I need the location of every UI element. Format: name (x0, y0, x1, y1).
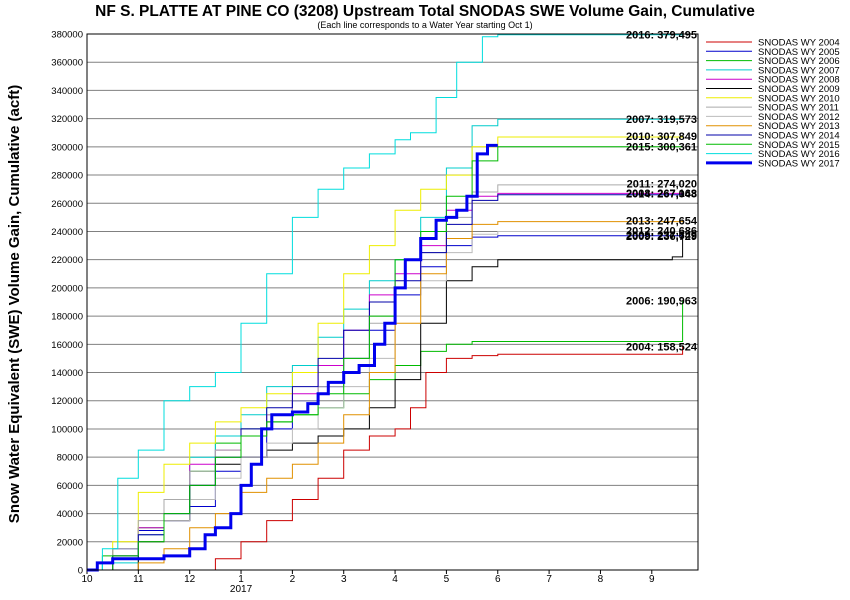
series-end-label: 2010: 307,849 (626, 131, 697, 143)
series-end-label: 2015: 300,361 (626, 141, 697, 153)
chart-subtitle: (Each line corresponds to a Water Year s… (317, 20, 532, 30)
legend-entry: SNODAS WY 2010 (758, 93, 840, 104)
x-tick-label: 7 (546, 574, 552, 585)
series-line-snodas-wy-2016 (87, 34, 683, 571)
y-tick-label: 300000 (51, 142, 83, 153)
series-line-snodas-wy-2010 (87, 135, 684, 571)
x-tick-label: 1 (238, 574, 244, 585)
series-end-label: 2005: 237,649 (626, 230, 697, 242)
series-line-snodas-wy-2009 (87, 236, 684, 571)
legend-entry: SNODAS WY 2009 (758, 84, 840, 95)
series-lines (87, 34, 684, 572)
y-tick-label: 20000 (57, 537, 83, 548)
series-end-label: 2006: 190,963 (626, 296, 697, 308)
series-end-label: 2008: 267,163 (626, 188, 697, 200)
x-tick-label: 12 (184, 574, 196, 585)
x-tick-label: 2 (290, 574, 296, 585)
series-end-label: 2009: 236,729 (626, 231, 697, 243)
series-end-label: 2014: 267,048 (626, 188, 697, 200)
series-end-label: 2013: 247,654 (626, 216, 698, 228)
y-tick-label: 200000 (51, 283, 83, 294)
y-tick-label: 240000 (51, 227, 83, 238)
y-tick-label: 180000 (51, 312, 83, 323)
series-line-snodas-wy-2011 (87, 183, 684, 571)
legend-entry: SNODAS WY 2017 (758, 158, 840, 169)
x-tick-label: 6 (495, 574, 501, 585)
legend-entry: SNODAS WY 2005 (758, 47, 840, 58)
y-tick-label: 80000 (57, 453, 83, 464)
legend-entry: SNODAS WY 2012 (758, 112, 840, 123)
series-end-label: 2016: 379,495 (626, 30, 697, 42)
legend-entry: SNODAS WY 2011 (758, 103, 839, 114)
y-axis-label: Snow Water Equivalent (SWE) Volume Gain,… (6, 85, 23, 523)
legend-entry: SNODAS WY 2007 (758, 65, 840, 76)
y-tick-label: 340000 (51, 86, 83, 97)
y-tick-label: 320000 (51, 114, 83, 125)
y-tick-label: 0 (78, 566, 83, 577)
y-ticks: 0 20000 40000 60000 80000 100000 120000 140000 1… (51, 30, 83, 577)
legend-entry: SNODAS WY 2016 (758, 149, 840, 160)
legend-entry: SNODAS WY 2006 (758, 56, 840, 67)
y-tick-label: 360000 (51, 58, 83, 69)
series-end-label: 2011: 274,020 (627, 178, 697, 190)
y-tick-label: 140000 (51, 368, 83, 379)
legend-entry: SNODAS WY 2015 (758, 140, 840, 151)
series-end-label: 2004: 158,524 (626, 341, 698, 353)
series-end-label: 2012: 240,686 (626, 226, 697, 238)
y-tick-label: 380000 (51, 30, 83, 41)
x-tick-label: 10 (81, 574, 93, 585)
x-tick-label: 5 (444, 574, 450, 585)
y-tick-label: 160000 (51, 340, 83, 351)
plot-frame (86, 33, 699, 571)
legend-entry: SNODAS WY 2004 (758, 38, 840, 49)
x-tick-label: 3 (341, 574, 347, 585)
legend-entry: SNODAS WY 2008 (758, 75, 840, 86)
y-tick-label: 260000 (51, 199, 83, 210)
y-tick-label: 220000 (51, 255, 83, 266)
series-end-label: 2007: 319,573 (626, 114, 697, 126)
x-tick-label: 11 (133, 574, 144, 585)
y-tick-label: 280000 (51, 171, 83, 182)
y-tick-label: 100000 (51, 424, 83, 435)
chart-title: NF S. PLATTE AT PINE CO (3208) Upstream … (95, 3, 755, 20)
x-tick-label: 4 (392, 574, 398, 585)
y-tick-label: 40000 (57, 509, 83, 520)
y-tick-label: 60000 (57, 481, 83, 492)
legend-entry: SNODAS WY 2013 (758, 121, 840, 132)
x-tick-label: 9 (649, 574, 655, 585)
series-line-snodas-wy-2005 (87, 234, 684, 571)
y-tick-label: 120000 (51, 396, 83, 407)
series-line-snodas-wy-2004 (87, 346, 684, 571)
end-labels: 2004: 158,524 2005: 237,649 2006: 190,963 2… (626, 30, 698, 354)
series-line-snodas-wy-2015 (87, 146, 684, 571)
x-tick-label: 8 (598, 574, 604, 585)
legend-entry: SNODAS WY 2014 (758, 131, 840, 142)
series-line-snodas-wy-2013 (87, 220, 684, 571)
series-line-snodas-wy-2017 (87, 143, 498, 572)
x-year-label: 2017 (230, 584, 253, 595)
